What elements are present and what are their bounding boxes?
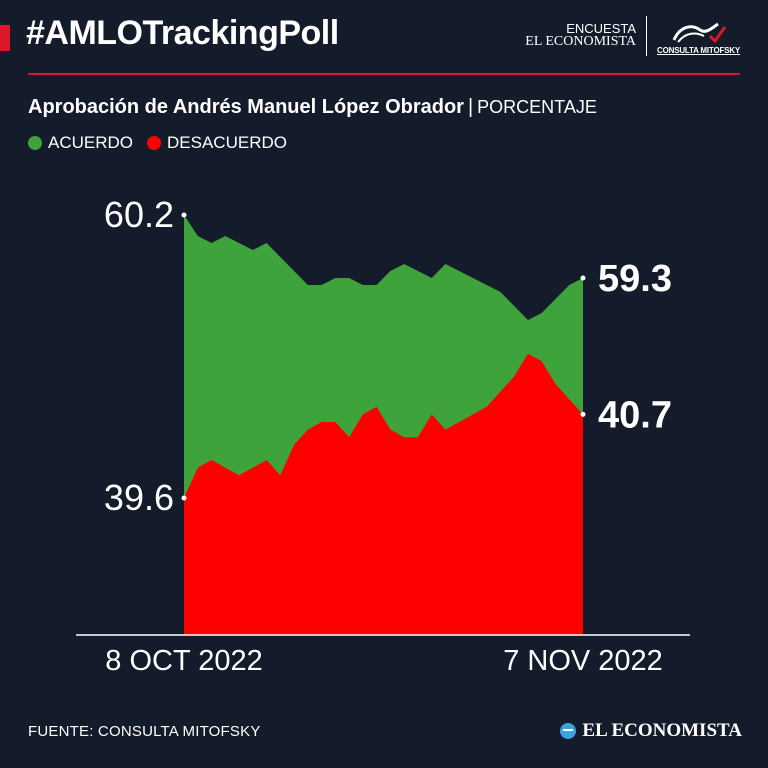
consulta-mitofsky-logo: CONSULTA MITOFSKY (657, 18, 740, 55)
desacuerdo-area (184, 353, 583, 635)
brand-line-2: EL ECONOMISTA (525, 34, 637, 50)
subtitle-separator: | (467, 96, 474, 118)
legend-label-desacuerdo: DESACUERDO (167, 133, 287, 152)
brand-line-1: ENCUESTA (566, 20, 637, 36)
mitofsky-mark-icon (672, 22, 726, 43)
brand-divider (646, 16, 648, 56)
legend-item-desacuerdo: DESACUERDO (147, 133, 287, 153)
header-accent-bar (0, 25, 10, 51)
subtitle-unit: PORCENTAJE (477, 97, 597, 117)
globe-icon (560, 723, 577, 739)
legend-dot-desacuerdo (147, 136, 162, 150)
legend-item-acuerdo: ACUERDO (28, 133, 133, 153)
footer-logo-text: EL ECONOMISTA (582, 720, 742, 741)
footer-source: FUENTE: CONSULTA MITOFSKY (28, 723, 261, 740)
mitofsky-label: CONSULTA MITOFSKY (657, 45, 740, 55)
x-tick-start-date: 8 OCT 2022 (105, 645, 262, 677)
label-end-acuerdo: 59.3 (598, 258, 672, 300)
brand-block: ENCUESTA EL ECONOMISTA CONSULTA MITOFSKY (525, 16, 740, 56)
end-low-dot (580, 411, 586, 417)
encuesta-brand: ENCUESTA EL ECONOMISTA (525, 22, 636, 50)
hashtag-title: #AMLOTrackingPoll (26, 14, 339, 52)
label-start-acuerdo: 60.2 (104, 194, 174, 235)
x-tick-end-date: 7 NOV 2022 (503, 645, 663, 677)
start-high-dot (181, 212, 187, 218)
chart-subtitle: Aprobación de Andrés Manuel López Obrado… (28, 96, 597, 119)
el-economista-logo: EL ECONOMISTA (560, 720, 742, 742)
chart-legend: ACUERDO DESACUERDO (28, 133, 287, 153)
subtitle-main: Aprobación de Andrés Manuel López Obrado… (28, 96, 464, 118)
legend-label-acuerdo: ACUERDO (48, 133, 134, 152)
legend-dot-acuerdo (28, 136, 42, 150)
header-rule (28, 73, 740, 75)
label-end-desacuerdo: 40.7 (598, 394, 672, 436)
label-start-desacuerdo: 39.6 (104, 477, 174, 518)
end-high-dot (580, 275, 586, 281)
start-low-dot (181, 495, 187, 501)
